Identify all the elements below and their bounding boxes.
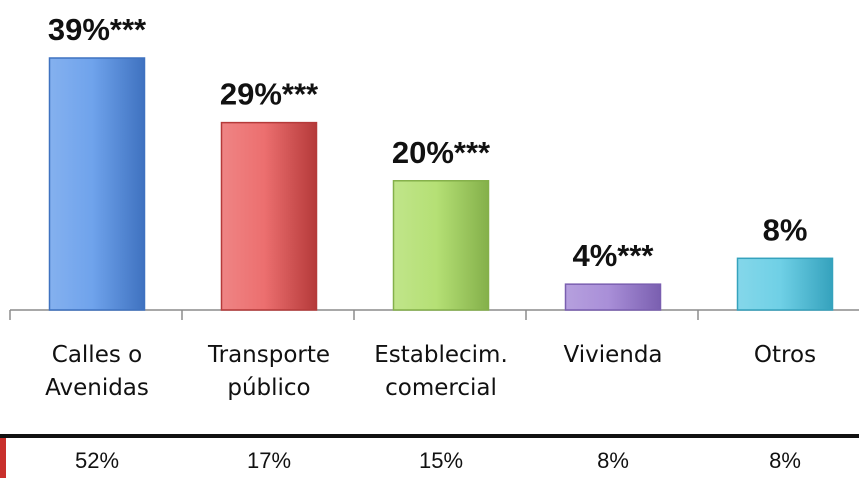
category-label-0: Calles o [52,342,142,368]
category-label-0: Avenidas [45,375,149,401]
bar-3 [564,283,662,311]
category-label-4: Otros [754,342,816,368]
category-label-1: público [227,375,310,401]
category-label-2: comercial [385,375,497,401]
data-label-3: 4%*** [573,238,655,273]
comparison-value-3: 8% [597,448,629,473]
comparison-value-4: 8% [769,448,801,473]
comparison-value-0: 52% [75,448,119,473]
category-label-2: Establecim. [374,342,508,368]
category-label-3: Vivienda [563,342,662,368]
bar-1 [220,121,318,311]
comparison-value-2: 15% [419,448,463,473]
data-label-4: 8% [763,212,808,247]
category-label-1: Transporte [207,342,330,368]
data-label-1: 29%*** [220,77,319,112]
bar-4 [736,257,834,311]
data-label-0: 39%*** [48,12,147,47]
comparison-value-1: 17% [247,448,291,473]
bar-0 [48,57,146,311]
data-label-2: 20%*** [392,135,491,170]
bar-2 [392,180,490,311]
table-accent-mark [0,438,6,478]
